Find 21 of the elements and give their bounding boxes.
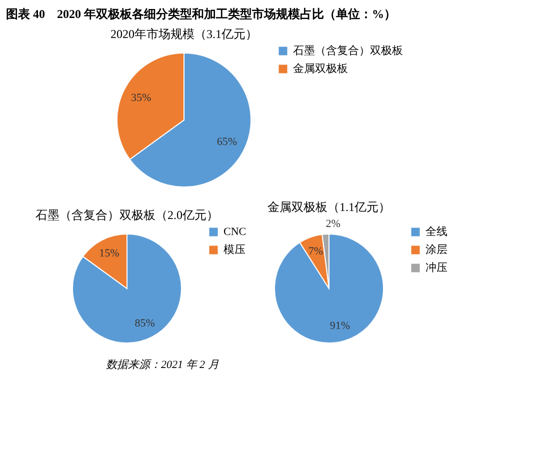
legend-label: CNC: [224, 226, 246, 238]
legend-label: 涂层: [426, 244, 448, 256]
data-label: 2%: [326, 218, 340, 230]
data-label: 35%: [130, 92, 152, 104]
chart-title: 石墨（含复合）双极板（2.0亿元）: [36, 208, 218, 222]
legend-label: 石墨（含复合）双极板: [293, 44, 403, 57]
legend-label: 金属双极板: [293, 63, 348, 75]
pie-slice: [72, 234, 182, 344]
text: 图表 40 2020 年双极板各细分类型和加工类型市场规模占比（单位：%）: [6, 7, 396, 21]
chart-title: 2020年市场规模（3.1亿元）: [110, 27, 258, 41]
data-label: 65%: [216, 136, 238, 148]
legend-label: 冲压: [426, 261, 448, 274]
data-label: 15%: [99, 248, 120, 260]
data-label: 91%: [330, 320, 350, 332]
data-label: 7%: [308, 246, 324, 258]
data-label: 85%: [134, 317, 155, 330]
source-note: 数据来源：2021 年 2 月: [106, 358, 219, 371]
legend-label: 全线: [426, 225, 448, 238]
legend-label: 模压: [224, 244, 246, 256]
chart-title: 金属双极板（1.1亿元）: [268, 200, 390, 214]
pie-slice: [274, 234, 384, 344]
